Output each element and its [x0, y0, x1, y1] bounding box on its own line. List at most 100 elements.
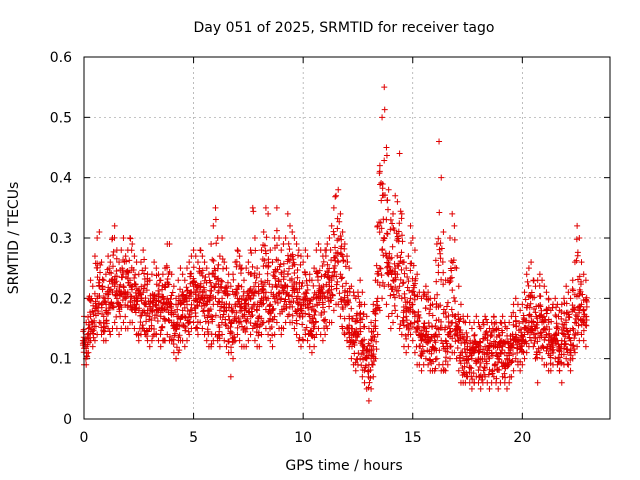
data-point — [425, 361, 432, 368]
data-point — [334, 225, 341, 232]
data-point — [569, 286, 576, 293]
data-point — [485, 371, 492, 378]
data-point — [558, 309, 565, 316]
data-point — [208, 241, 215, 248]
data-point — [405, 278, 412, 285]
x-tick-label: 15 — [404, 430, 422, 446]
data-point — [321, 308, 328, 315]
data-point — [338, 236, 345, 243]
data-point — [577, 303, 584, 310]
data-point — [106, 269, 113, 276]
data-point — [396, 150, 403, 157]
data-point — [563, 283, 570, 290]
data-point — [308, 332, 315, 339]
data-point — [518, 329, 525, 336]
data-point — [376, 219, 383, 226]
data-point — [223, 283, 230, 290]
data-point — [176, 332, 183, 339]
data-point — [378, 225, 385, 232]
data-point — [301, 268, 308, 275]
data-point — [373, 346, 380, 353]
data-point — [473, 313, 480, 320]
data-point — [410, 262, 417, 269]
data-point — [315, 325, 322, 332]
data-point — [237, 270, 244, 277]
data-point — [269, 343, 276, 350]
data-point — [313, 270, 320, 277]
data-point — [111, 222, 118, 229]
data-point — [432, 339, 439, 346]
data-point — [336, 218, 343, 225]
data-point — [569, 277, 576, 284]
data-point — [566, 334, 573, 341]
data-point — [371, 334, 378, 341]
data-point — [357, 355, 364, 362]
data-point — [303, 290, 310, 297]
data-point — [265, 210, 272, 217]
data-point — [113, 255, 120, 262]
data-point — [303, 324, 310, 331]
data-point — [468, 325, 475, 332]
data-point — [497, 338, 504, 345]
data-point — [374, 279, 381, 286]
data-point — [330, 228, 337, 235]
data-point — [263, 234, 270, 241]
data-point — [127, 298, 134, 305]
data-point — [447, 235, 454, 241]
data-point — [116, 308, 123, 315]
data-point — [483, 360, 490, 367]
data-point — [453, 265, 460, 272]
data-point — [223, 307, 230, 314]
data-point — [398, 215, 405, 222]
data-point — [489, 370, 496, 377]
data-point — [497, 350, 504, 357]
data-point — [534, 324, 541, 331]
data-point — [558, 315, 565, 322]
data-point — [454, 344, 461, 351]
data-point — [244, 315, 251, 322]
data-point — [253, 306, 260, 313]
data-point — [143, 333, 150, 340]
data-point — [304, 337, 311, 344]
data-point — [531, 294, 538, 301]
data-point — [534, 354, 541, 361]
data-point — [247, 285, 254, 292]
data-point — [340, 257, 347, 264]
data-point — [440, 281, 447, 288]
data-point — [187, 293, 194, 300]
data-point — [383, 264, 390, 271]
data-point — [521, 289, 528, 296]
data-point — [208, 313, 215, 320]
data-point — [142, 295, 149, 302]
data-point — [375, 304, 382, 311]
chart-title: Day 051 of 2025, SRMTID for receiver tag… — [194, 20, 495, 36]
data-point — [397, 208, 404, 215]
data-point — [289, 303, 296, 310]
data-point — [526, 334, 533, 341]
data-point — [261, 242, 268, 249]
data-point — [560, 295, 567, 302]
data-point — [397, 321, 404, 328]
data-point — [443, 303, 450, 310]
data-point — [188, 301, 195, 308]
data-point — [209, 270, 216, 277]
data-point — [280, 287, 287, 294]
data-point — [231, 334, 238, 341]
data-point — [392, 192, 399, 199]
data-point — [554, 323, 561, 330]
data-point — [249, 204, 256, 211]
data-point — [525, 265, 532, 272]
data-point — [334, 250, 341, 257]
data-point — [373, 262, 380, 269]
y-tick-label: 0.1 — [50, 352, 72, 368]
data-point — [452, 320, 459, 326]
data-point — [108, 299, 115, 306]
data-point — [571, 335, 578, 342]
data-point — [518, 343, 525, 350]
data-point — [464, 360, 471, 367]
data-point — [143, 287, 150, 294]
data-point — [135, 287, 142, 294]
data-point — [233, 309, 240, 316]
data-point — [392, 276, 399, 283]
data-point — [384, 206, 391, 213]
